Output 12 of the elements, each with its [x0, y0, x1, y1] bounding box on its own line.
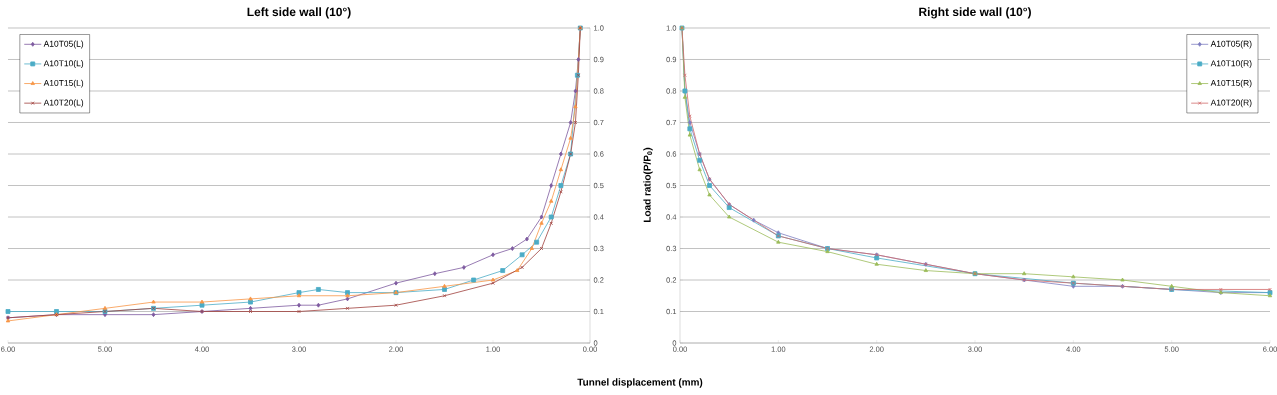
legend-label: A10T20(L): [43, 99, 84, 108]
y-axis-title: Load ratio(P/P$_{0}$): [643, 147, 653, 222]
legend-label: A10T20(R): [1210, 99, 1252, 108]
chart-title: Left side wall (10°): [247, 7, 351, 19]
legend-label: A10T10(R): [1210, 60, 1252, 68]
x-axis-title: Tunnel displacement (mm): [577, 378, 703, 388]
chart-title: Right side wall (10°): [919, 7, 1031, 19]
legend-label: A10T10(L): [43, 60, 84, 68]
legend-label: A10T15(L): [43, 79, 84, 88]
legend-label: A10T05(R): [1210, 40, 1252, 49]
legend-label: A10T05(L): [43, 40, 84, 49]
legend-label: A10T15(R): [1210, 79, 1252, 88]
